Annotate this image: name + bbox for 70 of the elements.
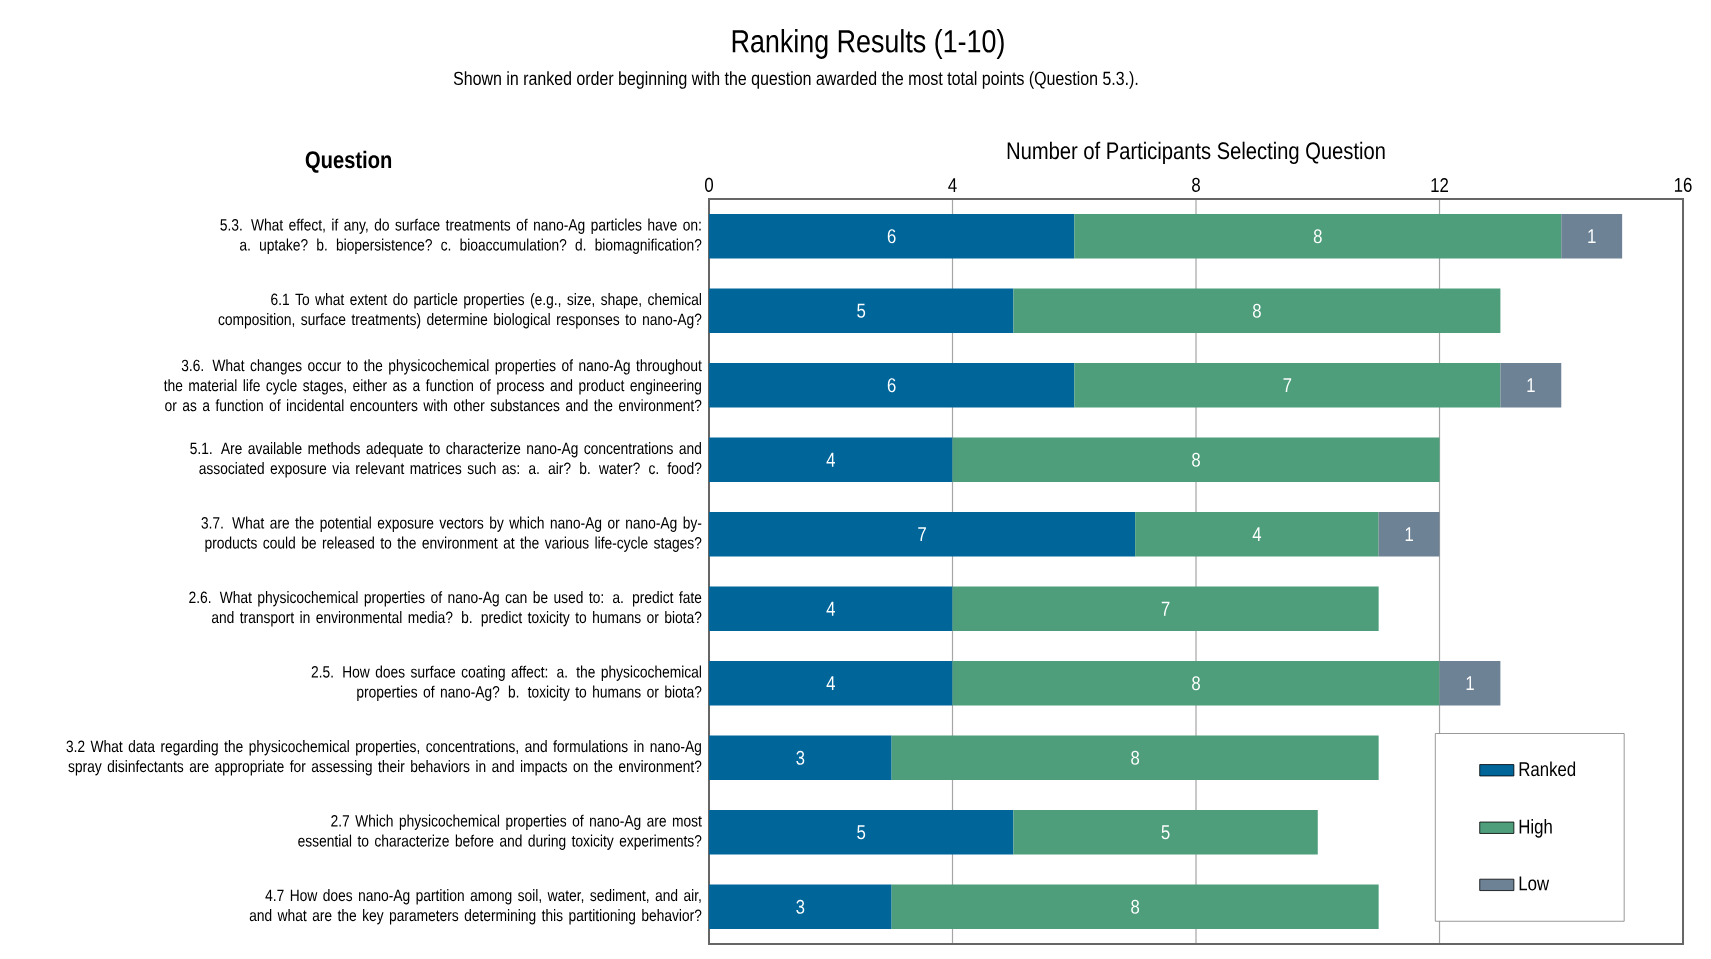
data-label: 1 (1527, 378, 1535, 393)
legend-label: Ranked (1519, 761, 1576, 777)
data-label: 7 (1161, 601, 1170, 616)
bar (709, 884, 892, 930)
bar (709, 586, 953, 632)
bar (1013, 809, 1318, 855)
y-tick-label: 6.1 To what extent do particle properties (e.g., size, shape, chemical composition, surface treatments) determine biological responses to nano-Ag? (218, 293, 702, 329)
y-axis-title: Question (305, 150, 392, 173)
bar (1378, 511, 1440, 557)
data-label: 4 (826, 601, 835, 616)
chart-title: Ranking Results (1-10) (732, 29, 1004, 59)
bar (1500, 362, 1562, 408)
chart-subtitle: Shown in ranked order beginning with the question awarded the most total points (Question 5.3.). (453, 71, 1138, 89)
data-label: 5 (1161, 825, 1170, 840)
data-label: 8 (1192, 676, 1200, 691)
bar (1013, 288, 1501, 334)
bar (709, 511, 1136, 557)
data-label: 6 (887, 229, 896, 244)
bar (709, 437, 953, 483)
data-label: 6 (887, 378, 896, 393)
bar (952, 437, 1440, 483)
bar (1135, 511, 1379, 557)
data-label: 4 (1252, 527, 1262, 542)
data-label: 4 (826, 452, 835, 467)
bar (709, 288, 1014, 334)
x-tick-label: 0 (704, 177, 714, 192)
x-tick-label: 4 (948, 178, 957, 192)
data-label: 7 (1283, 378, 1292, 393)
x-tick-label: 16 (1674, 177, 1692, 192)
legend-label: Low (1519, 876, 1550, 891)
bar (709, 660, 953, 706)
data-label: 7 (918, 527, 926, 542)
data-label: 3 (796, 899, 805, 914)
legend-label: High (1519, 819, 1552, 838)
bar (1439, 660, 1501, 706)
data-label: 5 (857, 825, 866, 840)
data-label: 5 (857, 303, 866, 318)
y-tick-label: 5.3. What effect, if any, do surface treatments of nano-Ag particles have on: a. uptake? b. biopersistence? c. bioaccumulation? d. biomagnification? (220, 218, 702, 254)
data-label: 8 (1252, 303, 1261, 318)
bar (1074, 213, 1562, 259)
bar (952, 660, 1440, 706)
data-label: 8 (1131, 750, 1140, 765)
data-label: 8 (1192, 452, 1200, 467)
data-label: 1 (1588, 229, 1596, 244)
bar (952, 586, 1379, 632)
x-tick-label: 12 (1431, 177, 1449, 192)
y-tick-label: 3.2 What data regarding the physicochemical properties, concentrations, and formulations in nano-Ag spray disinfectants are appropriate for assessing their behaviors in and impacts on the environment? (66, 740, 702, 776)
data-label: 4 (826, 676, 835, 691)
data-label: 1 (1466, 676, 1474, 691)
bar (891, 884, 1379, 930)
y-tick-label: 3.7. What are the potential exposure vectors by which nano-Ag or nano-Ag by-products could be released to the environment at the various life-cycle stages? (201, 516, 702, 552)
bar (709, 735, 892, 781)
x-tick-label: 8 (1192, 177, 1200, 192)
data-label: 8 (1131, 899, 1140, 914)
bar (709, 213, 1075, 259)
bar (1074, 362, 1501, 408)
data-label: 3 (796, 750, 805, 765)
y-tick-label: 4.7 How does nano-Ag partition among soil, water, sediment, and air, and what are the key parameters determining this partitioning behavior? (249, 889, 702, 925)
bar (891, 735, 1379, 781)
data-label: 8 (1313, 229, 1322, 244)
bar (709, 809, 1014, 855)
y-tick-label: 2.7 Which physicochemical properties of nano-Ag are most essential to characterize before and during toxicity experiments? (298, 814, 702, 850)
bar (709, 362, 1075, 408)
y-tick-label: 3.6. What changes occur to the physicochemical properties of nano-Ag throughout the material life cycle stages, either as a function of process and product engineering or as a function of incidental encounters with other substances and the environment? (163, 359, 702, 412)
bar (1561, 213, 1623, 259)
y-tick-label: 2.5. How does surface coating affect: a. the physicochemical properties of nano-Ag? b. toxicity to humans or biota? (311, 665, 702, 701)
y-tick-label: 2.6. What physicochemical properties of nano-Ag can be used to: a. predict fate and transport in environmental media? b. predict toxicity to humans or biota? (189, 591, 702, 627)
y-tick-label: 5.1. Are available methods adequate to characterize nano-Ag concentrations and associated exposure via relevant matrices such as: a. air? b. water? c. food? (190, 442, 702, 478)
data-label: 1 (1405, 527, 1413, 542)
x-axis-title: Number of Participants Selecting Question (1007, 141, 1385, 165)
